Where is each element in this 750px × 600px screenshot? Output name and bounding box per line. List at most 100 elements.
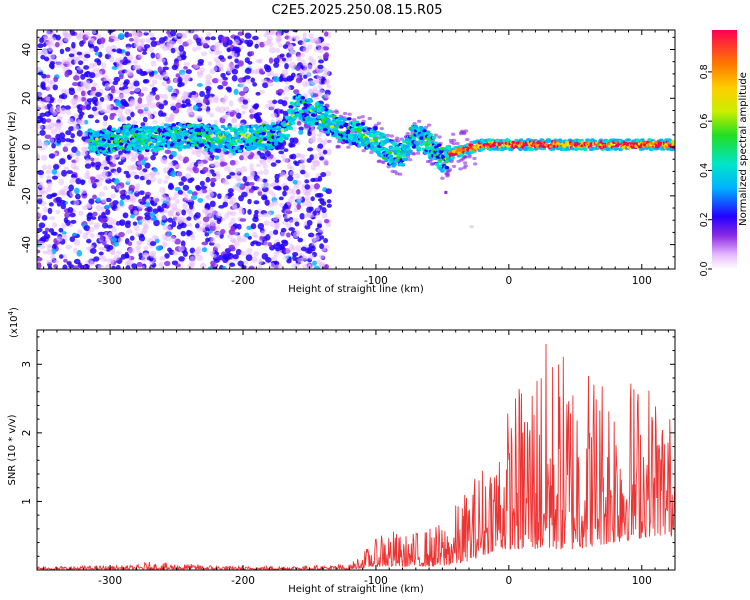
heatmap-cell (239, 82, 246, 88)
heatmap-cell (224, 131, 230, 135)
heatmap-cell (76, 51, 83, 56)
heatmap-cell (183, 66, 188, 70)
heatmap-cell (394, 172, 400, 176)
heatmap-cell (235, 174, 241, 181)
heatmap-cell (260, 230, 266, 237)
heatmap-cell (226, 39, 233, 46)
heatmap-cell (52, 231, 58, 236)
heatmap-cell (120, 98, 127, 105)
heatmap-cell (417, 119, 422, 123)
heatmap-cell (298, 126, 304, 131)
heatmap-cell (157, 66, 163, 73)
heatmap-cell (160, 193, 166, 201)
heatmap-cell (144, 162, 151, 169)
heatmap-cell (266, 157, 272, 163)
heatmap-cell (173, 129, 179, 133)
heatmap-cell (249, 51, 255, 56)
heatmap-cell (278, 244, 286, 251)
heatmap-cell (310, 127, 316, 134)
heatmap-cell (112, 200, 119, 206)
heatmap-cell (118, 231, 125, 238)
heatmap-cell (131, 120, 138, 126)
heatmap-cell (42, 250, 48, 255)
heatmap-cell (164, 253, 170, 259)
heatmap-cell (170, 170, 177, 178)
heatmap-cell (282, 110, 289, 116)
heatmap-cell (191, 191, 198, 197)
heatmap-cell (282, 157, 289, 163)
heatmap-cell (181, 209, 187, 216)
heatmap-cell (116, 166, 122, 174)
heatmap-cell (325, 170, 331, 177)
heatmap-cell (180, 230, 187, 237)
heatmap-cell (182, 202, 188, 210)
heatmap-cell (221, 80, 228, 87)
heatmap-cell (205, 212, 212, 218)
heatmap-cell (245, 254, 253, 262)
heatmap-cell (125, 132, 130, 136)
heatmap-cell (233, 39, 240, 45)
heatmap-cell (73, 187, 80, 195)
heatmap-cell (114, 100, 120, 107)
heatmap-cell (108, 55, 115, 63)
heatmap-cell (229, 159, 236, 166)
heatmap-cell (325, 188, 332, 195)
heatmap-cell (415, 142, 420, 146)
heatmap-cell (51, 128, 58, 135)
heatmap-cell (110, 33, 117, 41)
heatmap-cell (292, 179, 298, 185)
heatmap-cell (300, 246, 307, 252)
heatmap-cell (227, 152, 234, 158)
heatmap-cell (287, 56, 293, 62)
heatmap-cell (213, 65, 218, 72)
heatmap-cell (227, 55, 233, 60)
heatmap-cell (161, 203, 168, 209)
heatmap-cell (99, 37, 106, 44)
heatmap-cell (125, 51, 131, 57)
heatmap-cell (287, 175, 294, 182)
heatmap-cell (249, 168, 256, 175)
heatmap-cell (231, 238, 236, 244)
heatmap-cell (47, 207, 53, 215)
heatmap-cell (583, 147, 588, 152)
heatmap-cell (183, 130, 189, 134)
heatmap-cell (440, 176, 445, 180)
heatmap-cell (96, 104, 102, 111)
heatmap-cell (135, 232, 141, 237)
heatmap-cell (37, 66, 42, 73)
heatmap-cell (152, 196, 160, 204)
heatmap-cell (228, 244, 235, 251)
heatmap-cell (140, 159, 147, 166)
heatmap-cell (260, 159, 267, 166)
heatmap-cell (299, 109, 304, 113)
heatmap-cell (80, 146, 87, 152)
heatmap-cell (169, 103, 176, 107)
heatmap-cell (91, 96, 99, 103)
heatmap-cell (188, 203, 194, 210)
heatmap-cell (72, 98, 78, 105)
heatmap-cell (93, 256, 100, 262)
heatmap-cell (180, 104, 187, 109)
heatmap-cell (66, 170, 74, 175)
heatmap-cell (108, 38, 115, 43)
heatmap-cell (220, 72, 226, 78)
heatmap-cell (149, 212, 156, 217)
heatmap-cell (151, 235, 159, 240)
heatmap-cell (39, 37, 45, 44)
heatmap-cell (293, 184, 300, 190)
heatmap-cell (152, 111, 158, 115)
heatmap-cell (65, 244, 72, 250)
heatmap-cell (40, 155, 48, 161)
heatmap-cell (237, 31, 244, 36)
heatmap-cell (296, 195, 303, 203)
heatmap-cell (346, 117, 352, 121)
heatmap-cell (202, 216, 210, 223)
heatmap-cell (224, 112, 231, 118)
figure-title: C2E5.2025.250.08.15.R05 (271, 3, 442, 18)
heatmap-cell (208, 99, 214, 104)
heatmap-cell (49, 216, 56, 221)
heatmap-cell (134, 174, 140, 180)
heatmap-cell (217, 78, 224, 83)
heatmap-cell (40, 54, 46, 60)
heatmap-cell (63, 37, 70, 43)
